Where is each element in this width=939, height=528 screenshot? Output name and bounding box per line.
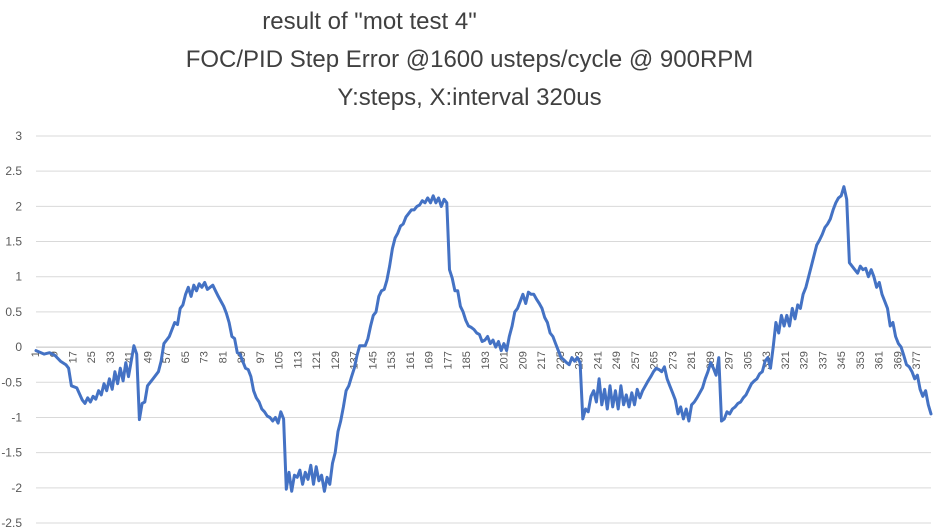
x-tick-label: 241 (593, 351, 605, 369)
series-line (34, 185, 933, 493)
x-tick-label: 57 (161, 351, 173, 363)
y-tick-label: 3 (15, 129, 22, 143)
x-tick-label: 1 (30, 351, 42, 357)
x-tick-label: 177 (443, 351, 455, 369)
x-tick-label: 49 (143, 351, 155, 363)
x-tick-label: 297 (724, 351, 736, 369)
x-tick-label: 345 (836, 351, 848, 369)
x-tick-label: 193 (480, 351, 492, 369)
x-tick-label: 113 (293, 351, 305, 369)
y-tick-label: 1 (15, 270, 22, 284)
x-tick-label: 225 (555, 351, 567, 369)
x-tick-label: 337 (818, 351, 830, 369)
x-tick-label: 257 (630, 351, 642, 369)
x-tick-label: 105 (274, 351, 286, 369)
x-tick-label: 369 (893, 351, 905, 369)
x-tick-label: 217 (536, 351, 548, 369)
x-tick-label: 289 (705, 351, 717, 369)
chart-subtitle-line-1: FOC/PID Step Error @1600 usteps/cycle @ … (185, 46, 754, 73)
y-tick-label: -2.5 (1, 516, 22, 528)
x-tick-label: 329 (799, 351, 811, 369)
x-tick-label: 161 (405, 351, 417, 369)
x-tick-label: 377 (911, 351, 923, 369)
y-tick-label: -2 (11, 481, 22, 495)
x-tick-label: 73 (199, 351, 211, 363)
x-tick-label: 169 (424, 351, 436, 369)
y-tick-label: 1.5 (5, 235, 22, 249)
y-tick-label: -1.5 (1, 446, 22, 460)
chart-subtitle-line-2: Y:steps, X:interval 320us (337, 84, 602, 111)
x-tick-label: 81 (218, 351, 230, 363)
y-tick-label: 2.5 (5, 164, 22, 178)
x-tick-label: 201 (499, 351, 511, 369)
x-tick-label: 17 (68, 351, 80, 363)
x-tick-label: 65 (180, 351, 192, 363)
y-axis-tick-labels: 3 2.5 2 1.5 1 0.5 0 -0.5 -1 -1.5 -2 -2.5 (1, 129, 22, 528)
x-tick-label: 305 (743, 351, 755, 369)
y-tick-label: 0.5 (5, 305, 22, 319)
x-tick-label: 145 (368, 351, 380, 369)
x-axis-tick-labels: 1 9 17 25 33 41 49 57 65 73 81 89 97 105 113 121 129 137 1… (30, 351, 923, 369)
x-tick-label: 321 (780, 351, 792, 369)
x-tick-label: 281 (686, 351, 698, 369)
x-tick-label: 129 (330, 351, 342, 369)
x-tick-label: 353 (855, 351, 867, 369)
x-tick-label: 361 (874, 351, 886, 369)
x-tick-label: 185 (461, 351, 473, 369)
x-tick-label: 33 (105, 351, 117, 363)
x-tick-label: 249 (611, 351, 623, 369)
x-tick-label: 153 (386, 351, 398, 369)
y-tick-label: 2 (15, 199, 22, 213)
x-tick-label: 265 (649, 351, 661, 369)
gridlines (36, 135, 931, 524)
y-tick-label: -1 (11, 410, 22, 424)
y-tick-label: 0 (15, 340, 22, 354)
x-tick-label: 25 (86, 351, 98, 363)
x-tick-label: 121 (311, 351, 323, 369)
chart-title: result of "mot test 4" (262, 8, 477, 35)
x-tick-label: 97 (255, 351, 267, 363)
x-tick-label: 273 (668, 351, 680, 369)
y-tick-label: -0.5 (1, 375, 22, 389)
x-tick-label: 209 (518, 351, 530, 369)
